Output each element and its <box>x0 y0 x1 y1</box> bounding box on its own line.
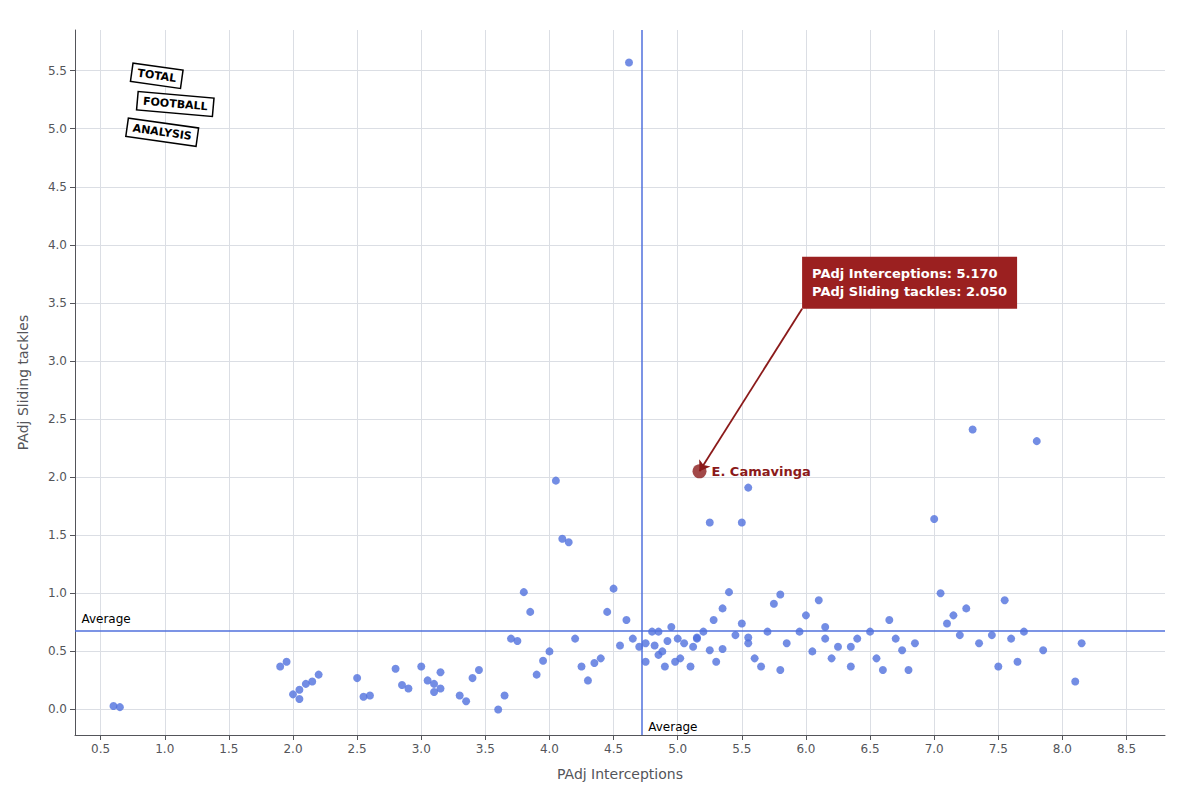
svg-text:4.0: 4.0 <box>540 742 559 756</box>
svg-text:1.5: 1.5 <box>219 742 238 756</box>
svg-text:5.5: 5.5 <box>48 64 67 78</box>
svg-text:PAdj Sliding tackles: PAdj Sliding tackles <box>15 315 31 450</box>
svg-text:0.5: 0.5 <box>48 644 67 658</box>
svg-text:1.0: 1.0 <box>48 586 67 600</box>
svg-text:4.0: 4.0 <box>48 238 67 252</box>
svg-text:2.5: 2.5 <box>48 412 67 426</box>
svg-text:0.5: 0.5 <box>91 742 110 756</box>
svg-text:TOTAL: TOTAL <box>137 67 177 85</box>
svg-text:6.0: 6.0 <box>796 742 815 756</box>
svg-text:1.5: 1.5 <box>48 528 67 542</box>
svg-text:Average: Average <box>81 612 130 626</box>
svg-text:7.5: 7.5 <box>989 742 1008 756</box>
svg-text:FOOTBALL: FOOTBALL <box>143 95 208 114</box>
svg-text:E. Camavinga: E. Camavinga <box>712 464 811 479</box>
svg-text:PAdj Sliding tackles: 2.050: PAdj Sliding tackles: 2.050 <box>812 284 1007 299</box>
svg-text:PAdj Interceptions: PAdj Interceptions <box>557 766 683 782</box>
svg-text:0.0: 0.0 <box>48 702 67 716</box>
svg-text:2.5: 2.5 <box>348 742 367 756</box>
svg-text:5.0: 5.0 <box>668 742 687 756</box>
svg-text:3.5: 3.5 <box>48 296 67 310</box>
svg-text:7.0: 7.0 <box>925 742 944 756</box>
svg-text:4.5: 4.5 <box>604 742 623 756</box>
svg-text:5.0: 5.0 <box>48 122 67 136</box>
svg-text:6.5: 6.5 <box>861 742 880 756</box>
svg-text:ANALYSIS: ANALYSIS <box>132 122 193 143</box>
svg-text:4.5: 4.5 <box>48 180 67 194</box>
svg-text:3.5: 3.5 <box>476 742 495 756</box>
svg-text:8.0: 8.0 <box>1053 742 1072 756</box>
svg-text:2.0: 2.0 <box>283 742 302 756</box>
svg-text:PAdj Interceptions: 5.170: PAdj Interceptions: 5.170 <box>812 266 998 281</box>
svg-text:3.0: 3.0 <box>48 354 67 368</box>
svg-text:3.0: 3.0 <box>412 742 431 756</box>
svg-text:1.0: 1.0 <box>155 742 174 756</box>
svg-text:5.5: 5.5 <box>732 742 751 756</box>
svg-text:8.5: 8.5 <box>1117 742 1136 756</box>
svg-text:2.0: 2.0 <box>48 470 67 484</box>
svg-text:Average: Average <box>648 720 697 734</box>
